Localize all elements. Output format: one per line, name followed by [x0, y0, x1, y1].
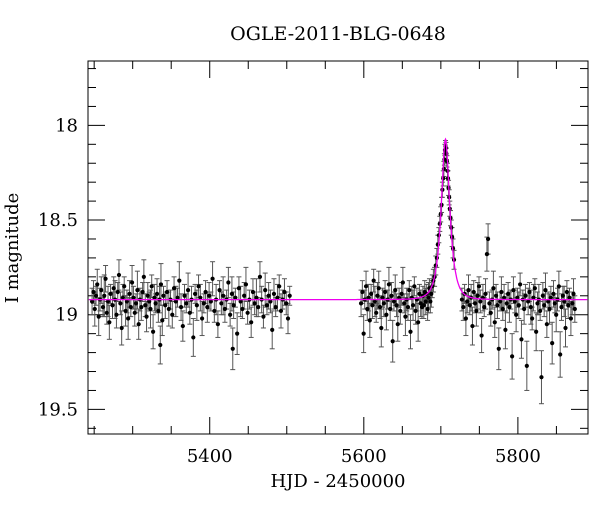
y-tick-label: 18: [55, 115, 78, 136]
y-tick-label: 18.5: [38, 210, 78, 231]
x-tick-label: 5400: [187, 446, 233, 467]
plot-frame: [87, 60, 589, 435]
y-tick-label: 19.5: [38, 399, 78, 420]
axis-ticks: [88, 61, 588, 434]
x-tick-label: 5800: [495, 446, 541, 467]
x-tick-label: 5600: [341, 446, 387, 467]
chart-title: OGLE-2011-BLG-0648: [230, 23, 446, 45]
model-curve: [88, 137, 588, 301]
y-tick-labels: 18 18.5 19 19.5: [38, 115, 78, 420]
y-axis-label: I magnitude: [2, 193, 23, 304]
x-tick-labels: 5400 5600 5800: [187, 446, 541, 467]
y-tick-label: 19: [55, 305, 78, 326]
x-axis-label: HJD - 2450000: [270, 471, 405, 492]
